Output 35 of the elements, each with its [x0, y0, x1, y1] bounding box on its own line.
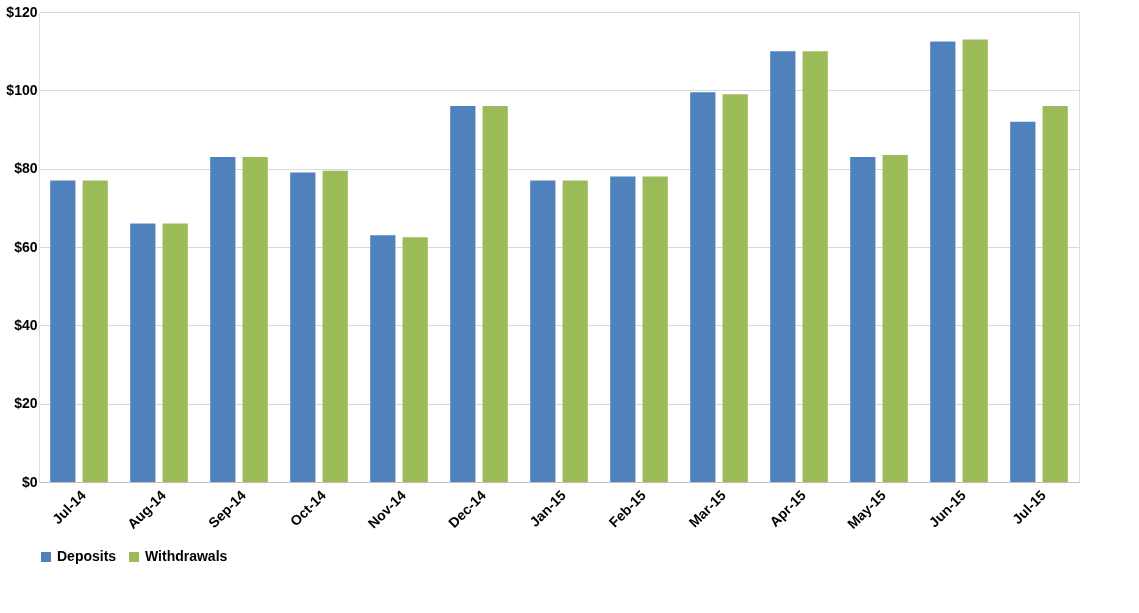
bar	[290, 172, 316, 482]
bar	[770, 51, 796, 482]
bar	[882, 154, 908, 482]
y-tick-label: $100	[6, 81, 38, 98]
bar	[50, 180, 76, 482]
bar	[162, 223, 188, 482]
bar	[210, 156, 236, 482]
y-tick-label: $20	[14, 395, 38, 412]
y-tick-label: $80	[14, 160, 38, 177]
bar	[450, 106, 476, 482]
bar	[130, 223, 156, 482]
bar	[1042, 106, 1068, 482]
bar	[322, 170, 348, 482]
bar	[82, 180, 108, 482]
legend-label: Deposits	[57, 548, 117, 564]
bar	[530, 180, 556, 482]
bar	[690, 92, 716, 482]
y-tick-label: $40	[14, 316, 38, 333]
bar	[482, 106, 508, 482]
bar	[610, 176, 636, 482]
y-tick-label: $60	[14, 238, 38, 255]
y-tick-label: $0	[21, 473, 38, 490]
bar	[642, 176, 668, 482]
y-tick-label: $120	[6, 3, 38, 20]
bar	[402, 237, 428, 482]
bar	[850, 156, 876, 482]
bar	[562, 180, 588, 482]
bar	[802, 51, 828, 482]
bar	[1010, 121, 1036, 482]
bar	[962, 39, 988, 482]
bar	[370, 235, 396, 482]
bar	[242, 156, 268, 482]
bar	[722, 94, 748, 482]
legend-label: Withdrawals	[145, 548, 228, 564]
bar	[930, 41, 956, 482]
